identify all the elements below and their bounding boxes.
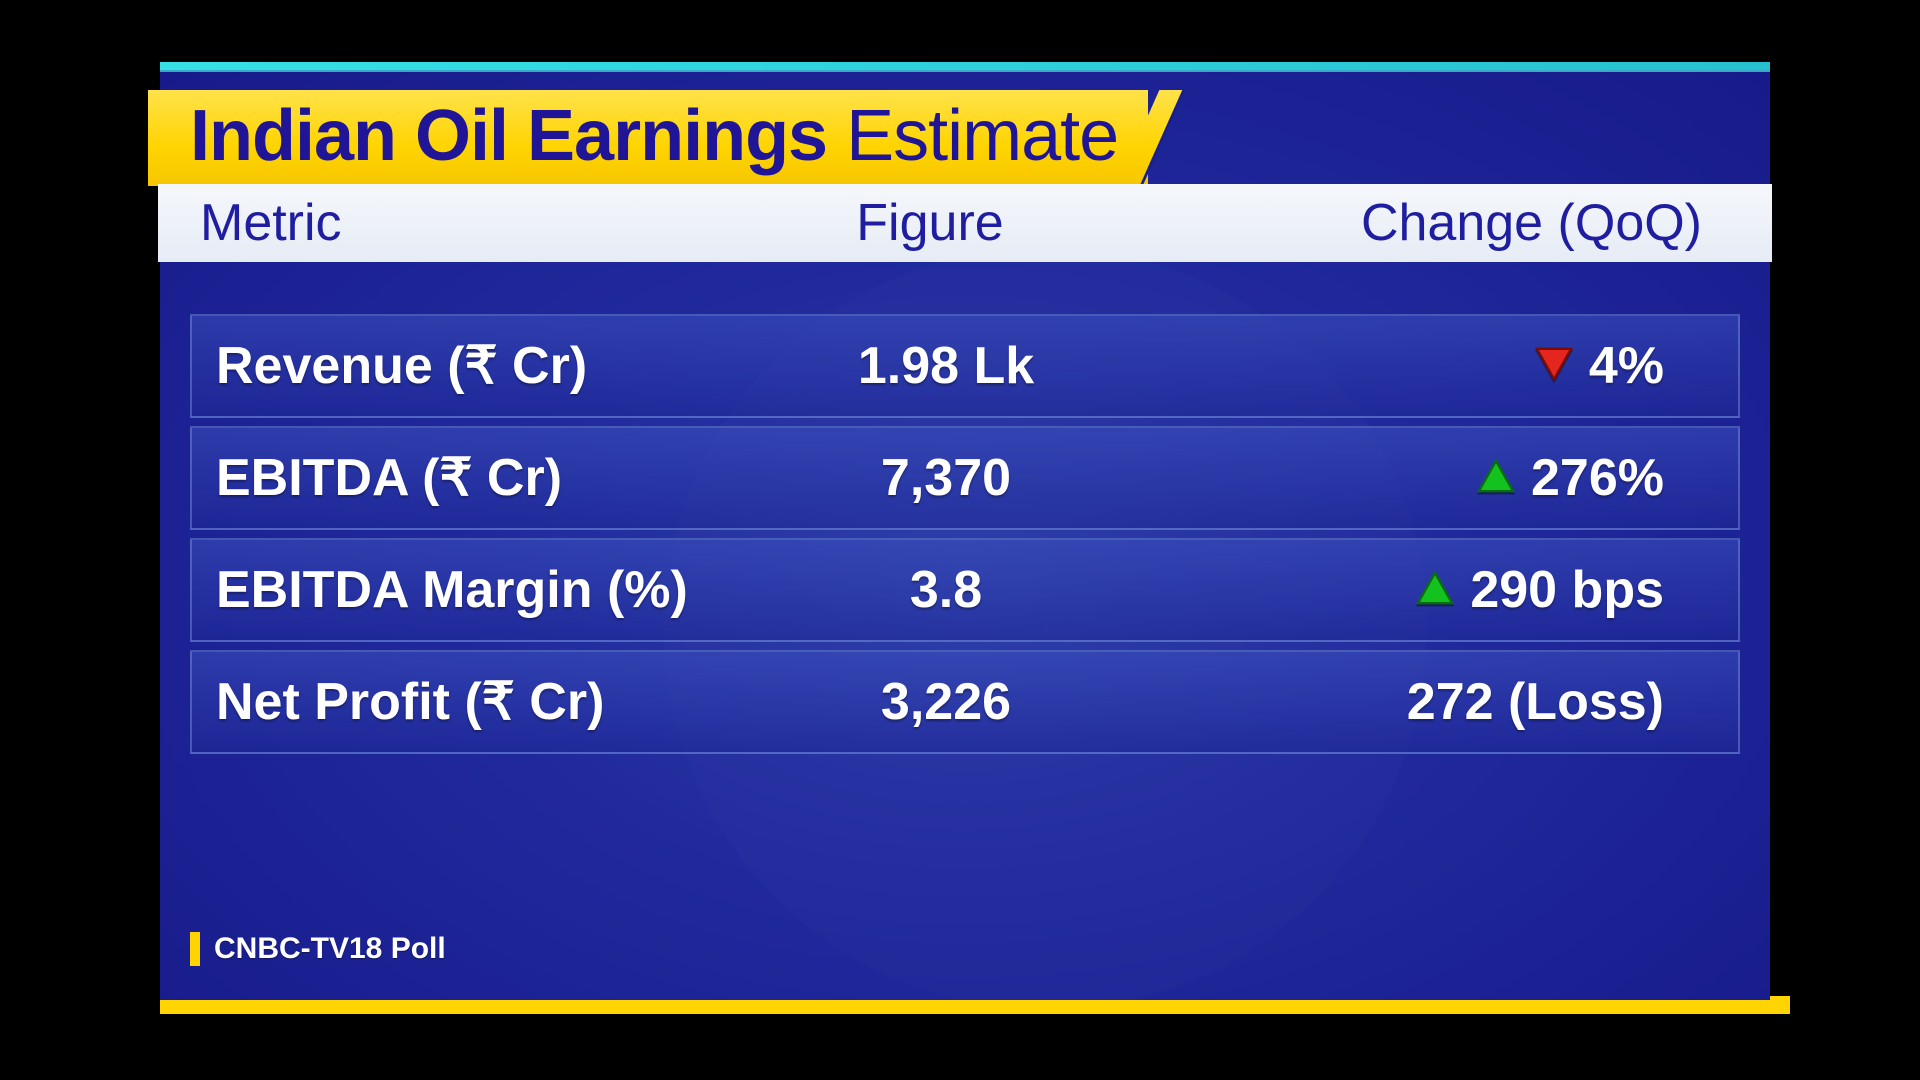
table-row: EBITDA (₹ Cr) 7,370 276% xyxy=(190,426,1740,530)
cell-figure: 1.98 Lk xyxy=(736,336,1156,396)
cell-figure: 7,370 xyxy=(736,448,1156,508)
col-header-metric: Metric xyxy=(200,193,720,253)
table-row: Net Profit (₹ Cr) 3,226 272 (Loss) xyxy=(190,650,1740,754)
accent-bar-top xyxy=(160,62,1770,70)
footer-source: CNBC-TV18 Poll xyxy=(190,932,446,966)
col-header-change: Change (QoQ) xyxy=(1140,193,1742,253)
cell-change: 290 bps xyxy=(1470,560,1664,620)
cell-metric: EBITDA (₹ Cr) xyxy=(216,448,736,508)
table-row: EBITDA Margin (%) 3.8 290 bps xyxy=(190,538,1740,642)
cell-figure: 3.8 xyxy=(736,560,1156,620)
title-bar: Indian Oil Earnings Estimate xyxy=(148,90,1164,186)
down-triangle-icon xyxy=(1535,336,1573,396)
table-header: Metric Figure Change (QoQ) xyxy=(158,184,1772,262)
title-light: Estimate xyxy=(846,96,1118,176)
cell-change: 4% xyxy=(1589,336,1664,396)
main-panel: Indian Oil Earnings Estimate Metric Figu… xyxy=(160,70,1770,1000)
footer-tick-icon xyxy=(190,932,200,966)
broadcast-card: Indian Oil Earnings Estimate Metric Figu… xyxy=(120,40,1800,1040)
title-strong: Indian Oil Earnings xyxy=(190,96,827,176)
cell-metric: Net Profit (₹ Cr) xyxy=(216,672,736,732)
up-triangle-icon xyxy=(1416,560,1454,620)
table-row: Revenue (₹ Cr) 1.98 Lk 4% xyxy=(190,314,1740,418)
table-body: Revenue (₹ Cr) 1.98 Lk 4% EBITDA (₹ Cr) … xyxy=(190,314,1740,762)
cell-metric: Revenue (₹ Cr) xyxy=(216,336,736,396)
cell-change: 276% xyxy=(1531,448,1664,508)
cell-figure: 3,226 xyxy=(736,672,1156,732)
col-header-figure: Figure xyxy=(720,193,1140,253)
up-triangle-icon xyxy=(1477,448,1515,508)
cell-metric: EBITDA Margin (%) xyxy=(216,560,736,620)
footer-label: CNBC-TV18 Poll xyxy=(214,932,446,966)
cell-change: 272 (Loss) xyxy=(1407,672,1664,732)
